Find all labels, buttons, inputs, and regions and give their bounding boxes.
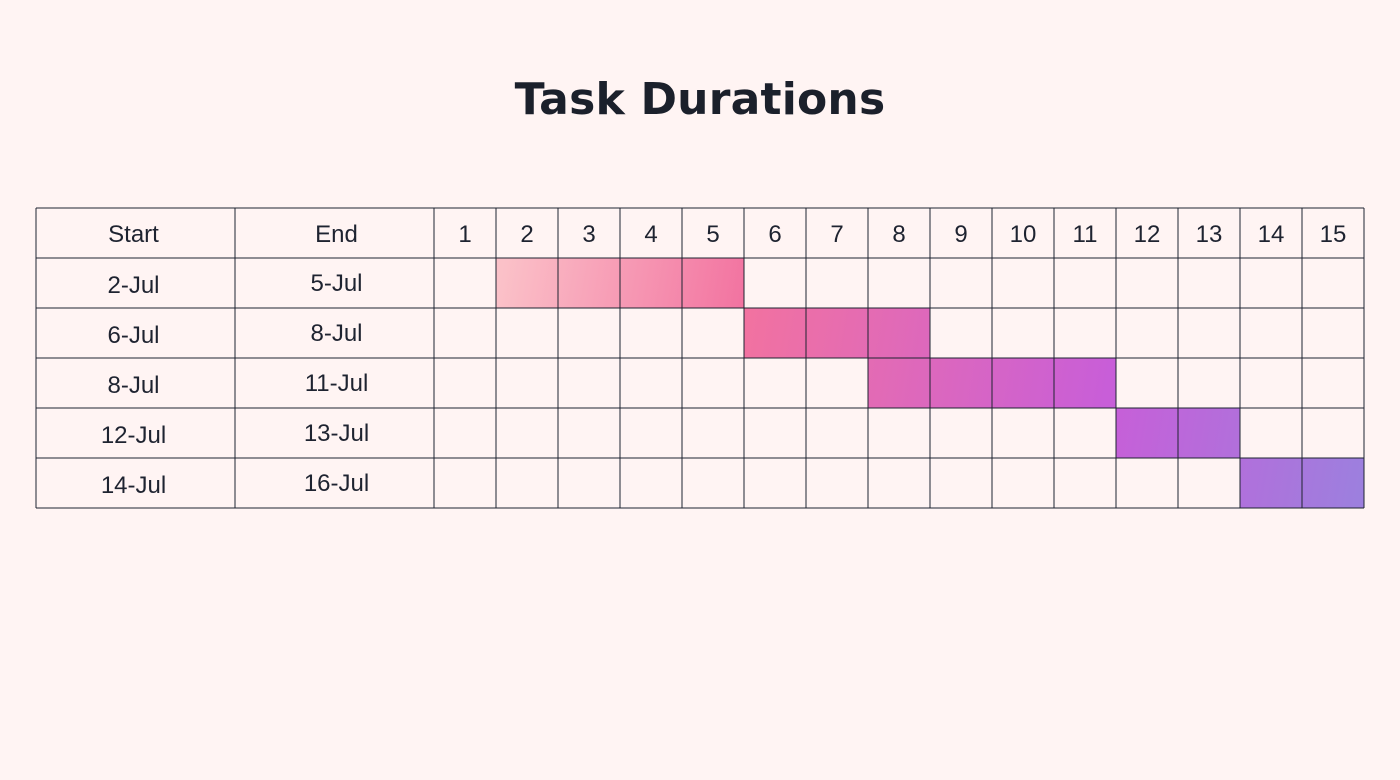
start-date-cell: 12-Jul: [101, 422, 166, 449]
column-header: End: [315, 221, 358, 248]
day-header: 6: [768, 221, 781, 248]
end-date-cell: 8-Jul: [310, 320, 362, 347]
day-header: 9: [954, 221, 967, 248]
day-header: 1: [458, 221, 471, 248]
column-header: Start: [108, 221, 159, 248]
day-header: 8: [892, 221, 905, 248]
day-header: 12: [1134, 221, 1161, 248]
day-header: 11: [1073, 221, 1098, 248]
day-header: 10: [1010, 221, 1037, 248]
day-header: 15: [1320, 221, 1347, 248]
day-header: 4: [644, 221, 657, 248]
start-date-cell: 8-Jul: [107, 372, 159, 399]
day-header: 7: [830, 221, 843, 248]
end-date-cell: 11-Jul: [305, 370, 369, 397]
end-date-cell: 5-Jul: [310, 270, 362, 297]
start-date-cell: 2-Jul: [107, 272, 159, 299]
day-header: 13: [1196, 221, 1223, 248]
start-date-cell: 6-Jul: [107, 322, 159, 349]
day-header: 14: [1258, 221, 1285, 248]
day-header: 2: [520, 221, 533, 248]
end-date-cell: 16-Jul: [304, 470, 369, 497]
day-header: 5: [706, 221, 719, 248]
table-labels: Start End 1 2 3 4 5 6 7 8 9 10 11 12 13 14 152-Jul 5-Jul6…: [101, 221, 1347, 499]
table-grid: [35, 207, 1365, 509]
start-date-cell: 14-Jul: [101, 472, 166, 499]
duration-bar: [744, 308, 930, 358]
day-header: 3: [582, 221, 595, 248]
end-date-cell: 13-Jul: [304, 420, 369, 447]
chart-title: Task Durations: [514, 74, 886, 125]
